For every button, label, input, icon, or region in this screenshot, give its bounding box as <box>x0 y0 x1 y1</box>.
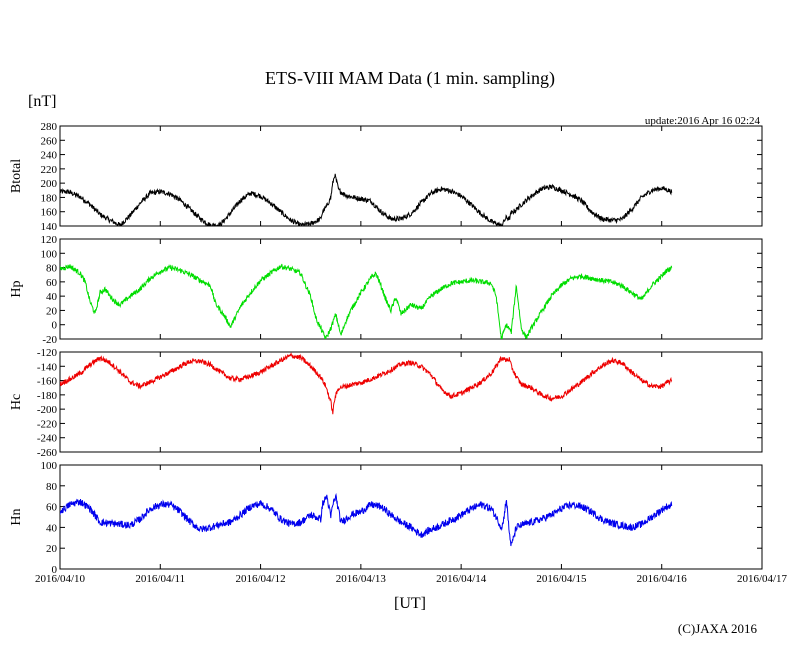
y-tick-label: 200 <box>41 178 58 190</box>
y-tick-label: 40 <box>46 291 58 303</box>
panel-frame <box>59 238 763 340</box>
y-tick-label: 80 <box>46 263 58 275</box>
y-tick-label: 80 <box>46 481 58 493</box>
y-tick-label: -160 <box>37 376 58 388</box>
y-tick-label: -240 <box>37 433 58 445</box>
y-tick-label: 40 <box>46 522 58 534</box>
x-tick-label: 2016/04/11 <box>135 573 185 585</box>
x-tick-label: 2016/04/14 <box>436 573 487 585</box>
y-tick-label: 0 <box>52 564 58 576</box>
y-tick-label: -120 <box>37 347 58 359</box>
series-btotal <box>60 173 673 226</box>
x-axis: 2016/04/10 2016/04/11 2016/04/12 2016/04/13… <box>35 573 788 585</box>
panel-label: Hp <box>9 280 24 297</box>
x-tick-label: 2016/04/13 <box>336 573 387 585</box>
panel-frame <box>59 125 763 227</box>
panel-btotal: 140 160 180 200 220 240 260 280 Btotal <box>9 121 763 233</box>
y-tick-label: 100 <box>41 248 58 260</box>
series-hn <box>60 492 673 547</box>
panel-label: Btotal <box>9 159 24 193</box>
y-tick-label: 60 <box>46 502 58 514</box>
y-tick-label: 180 <box>41 192 58 204</box>
panel-label: Hc <box>9 394 24 410</box>
series-hp <box>60 263 673 339</box>
y-tick-label: 0 <box>52 320 58 332</box>
unit-label: [nT] <box>28 93 56 110</box>
x-tick-label: 2016/04/16 <box>637 573 688 585</box>
x-tick-label: 2016/04/15 <box>536 573 587 585</box>
panel-frame <box>59 351 763 453</box>
panel-frame <box>59 464 763 570</box>
panel-label: Hn <box>9 508 24 525</box>
y-tick-label: 160 <box>41 207 58 219</box>
update-text: update:2016 Apr 16 02:24 <box>645 115 761 127</box>
y-tick-label: -220 <box>37 418 58 430</box>
y-tick-label: 20 <box>46 543 58 555</box>
y-tick-label: -180 <box>37 390 58 402</box>
y-tick-label: 60 <box>46 277 58 289</box>
x-tick-label: 2016/04/17 <box>737 573 788 585</box>
panel-hn: 0 20 40 60 80 100 Hn <box>9 460 763 576</box>
chart-title: ETS-VIII MAM Data (1 min. sampling) <box>265 68 555 89</box>
y-tick-label: 220 <box>41 164 58 176</box>
y-tick-label: -20 <box>42 334 57 346</box>
y-tick-label: 20 <box>46 305 58 317</box>
x-axis-label: [UT] <box>394 595 426 612</box>
y-tick-label: 100 <box>41 460 58 472</box>
y-tick-label: 280 <box>41 121 58 133</box>
series-hc <box>60 352 673 415</box>
y-tick-label: 140 <box>41 221 58 233</box>
x-tick-label: 2016/04/12 <box>236 573 286 585</box>
copyright-text: (C)JAXA 2016 <box>678 621 758 636</box>
y-tick-label: 260 <box>41 135 58 147</box>
y-tick-label: 120 <box>41 234 58 246</box>
y-tick-label: -260 <box>37 447 58 459</box>
y-tick-label: 240 <box>41 150 58 162</box>
panel-hp: -20 0 20 40 60 80 100 120 Hp <box>9 234 763 346</box>
y-tick-label: -200 <box>37 404 58 416</box>
panels-group: 140160180200220240260280Btotal-200204060… <box>9 121 763 576</box>
panel-hc: -260 -240 -220 -200 -180 -160 -140 -120 Hc <box>9 347 763 459</box>
y-tick-label: -140 <box>37 361 58 373</box>
x-tick-label: 2016/04/10 <box>35 573 86 585</box>
